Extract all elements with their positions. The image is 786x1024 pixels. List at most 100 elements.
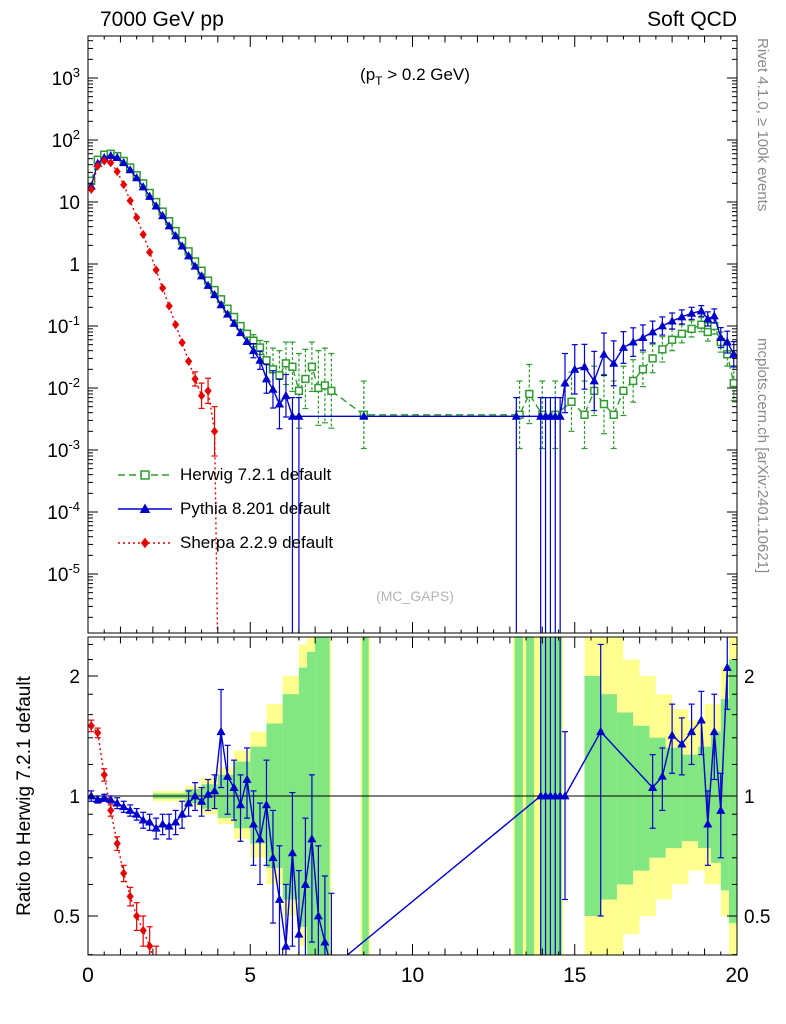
data-point-square	[242, 329, 252, 338]
green-band-bin	[681, 754, 698, 842]
data-point-diamond	[88, 721, 95, 731]
data-point-diamond	[191, 374, 199, 384]
data-point-square	[301, 374, 310, 384]
data-point-triangle	[596, 726, 606, 736]
ratio-y-tick-label-right: 1	[744, 787, 755, 808]
data-point-triangle	[164, 221, 174, 230]
main-series	[88, 150, 737, 633]
green-band-bin	[711, 731, 721, 863]
data-point-triangle	[274, 399, 285, 408]
data-point-diamond	[210, 426, 219, 436]
data-point-triangle	[609, 358, 619, 367]
data-point-triangle	[106, 150, 116, 160]
data-point-diamond	[126, 196, 134, 206]
data-point-triangle	[242, 336, 252, 346]
data-point-triangle	[287, 411, 297, 420]
data-point-diamond	[140, 537, 150, 549]
legend-entry: Herwig 7.2.1 default	[118, 465, 331, 484]
data-point-triangle	[716, 332, 726, 342]
data-point-triangle	[729, 349, 737, 358]
data-point-diamond	[197, 391, 206, 401]
data-point-triangle	[197, 796, 207, 805]
rivet-version-note: Rivet 4.1.0, ≥ 100k events	[754, 38, 771, 211]
data-point-diamond	[107, 158, 115, 168]
data-point-diamond	[133, 911, 141, 921]
data-point-triangle	[687, 726, 697, 736]
data-point-triangle	[560, 791, 570, 800]
data-point-triangle	[677, 312, 687, 321]
x-tick-label: 5	[244, 964, 256, 987]
legend-entry: Pythia 8.201 default	[118, 499, 331, 518]
data-point-square	[648, 354, 657, 363]
data-point-triangle	[599, 349, 609, 358]
data-point-diamond	[113, 838, 121, 849]
data-point-square	[687, 324, 696, 334]
data-point-diamond	[94, 161, 102, 171]
data-point-square	[628, 376, 638, 386]
mcplots-arxiv-note: mcplots.cern.ch [arXiv:2401.10621]	[754, 338, 771, 573]
green-band-bin	[616, 712, 634, 885]
data-point-triangle	[222, 309, 233, 318]
series-line	[90, 154, 735, 417]
data-point-triangle	[570, 364, 580, 373]
data-point-triangle	[696, 306, 706, 315]
data-point-triangle	[190, 261, 200, 270]
data-point-square	[638, 365, 648, 374]
main-y-tick-label: 103	[52, 65, 80, 90]
data-point-triangle	[112, 798, 122, 807]
green-band-bin	[282, 694, 299, 900]
data-point-triangle	[171, 231, 181, 240]
data-point-square	[327, 386, 336, 396]
header-beam-energy: 7000 GeV pp	[100, 8, 224, 31]
analysis-watermark: (MC_GAPS)	[376, 588, 454, 604]
data-point-diamond	[178, 338, 186, 348]
data-point-triangle	[209, 289, 220, 299]
data-point-triangle	[145, 817, 155, 826]
data-point-square	[599, 399, 609, 409]
data-point-triangle	[703, 314, 713, 323]
data-point-triangle	[268, 384, 278, 393]
data-point-triangle	[648, 327, 658, 336]
data-point-triangle	[255, 355, 265, 364]
data-point-square	[307, 362, 317, 371]
data-point-triangle	[327, 963, 336, 971]
main-y-tick-label: 10-1	[47, 313, 80, 338]
data-point-triangle	[255, 834, 265, 843]
data-point-triangle	[229, 318, 239, 327]
green-band-bin	[600, 694, 617, 900]
data-point-square	[667, 335, 677, 344]
data-point-triangle	[294, 929, 304, 938]
axes	[87, 35, 738, 956]
main-y-tick-label: 10-3	[47, 437, 80, 462]
data-point-triangle	[164, 821, 174, 830]
data-point-triangle	[320, 937, 330, 946]
main-series	[88, 149, 737, 450]
data-point-diamond	[133, 213, 141, 223]
data-point-triangle	[300, 879, 310, 888]
data-point-square	[658, 345, 667, 354]
legend-label: Herwig 7.2.1 default	[180, 465, 331, 484]
ratio-y-tick-label-left: 0.5	[54, 907, 80, 928]
data-point-diamond	[107, 805, 115, 815]
data-point-triangle	[696, 715, 706, 724]
data-point-triangle	[119, 157, 129, 167]
data-point-triangle	[618, 342, 628, 351]
data-point-triangle	[274, 894, 285, 903]
data-point-triangle	[709, 726, 719, 736]
data-point-triangle	[125, 165, 135, 174]
data-point-triangle	[235, 327, 246, 337]
data-point-triangle	[589, 376, 599, 385]
data-point-diamond	[159, 283, 167, 293]
series-line	[90, 153, 735, 417]
data-point-triangle	[242, 774, 252, 783]
x-tick-label: 20	[725, 964, 748, 987]
data-point-triangle	[190, 791, 200, 800]
pt-cut-annotation: (pT > 0.2 GeV)	[360, 65, 470, 88]
data-point-triangle	[703, 819, 713, 828]
data-point-square	[729, 378, 737, 388]
green-band-bin	[540, 637, 562, 955]
legend-label: Pythia 8.201 default	[180, 499, 331, 518]
main-series	[88, 156, 219, 633]
data-point-diamond	[100, 156, 108, 166]
data-point-square	[609, 410, 618, 419]
